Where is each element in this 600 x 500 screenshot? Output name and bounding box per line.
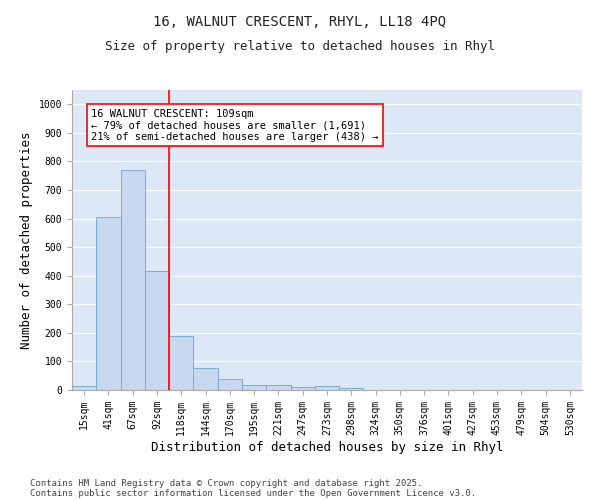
Bar — [193, 368, 218, 390]
Bar — [290, 387, 315, 390]
Bar — [121, 170, 145, 390]
Bar — [145, 272, 169, 390]
Bar — [242, 385, 266, 390]
Text: Contains HM Land Registry data © Crown copyright and database right 2025.: Contains HM Land Registry data © Crown c… — [30, 478, 422, 488]
Bar — [218, 379, 242, 390]
Bar — [315, 386, 339, 390]
Bar — [72, 386, 96, 390]
Bar — [169, 336, 193, 390]
Text: Size of property relative to detached houses in Rhyl: Size of property relative to detached ho… — [105, 40, 495, 53]
Bar — [339, 388, 364, 390]
Text: Contains public sector information licensed under the Open Government Licence v3: Contains public sector information licen… — [30, 488, 476, 498]
Bar — [96, 217, 121, 390]
Y-axis label: Number of detached properties: Number of detached properties — [20, 131, 33, 349]
Bar — [266, 385, 290, 390]
Text: 16, WALNUT CRESCENT, RHYL, LL18 4PQ: 16, WALNUT CRESCENT, RHYL, LL18 4PQ — [154, 15, 446, 29]
X-axis label: Distribution of detached houses by size in Rhyl: Distribution of detached houses by size … — [151, 440, 503, 454]
Text: 16 WALNUT CRESCENT: 109sqm
← 79% of detached houses are smaller (1,691)
21% of s: 16 WALNUT CRESCENT: 109sqm ← 79% of deta… — [91, 108, 379, 142]
